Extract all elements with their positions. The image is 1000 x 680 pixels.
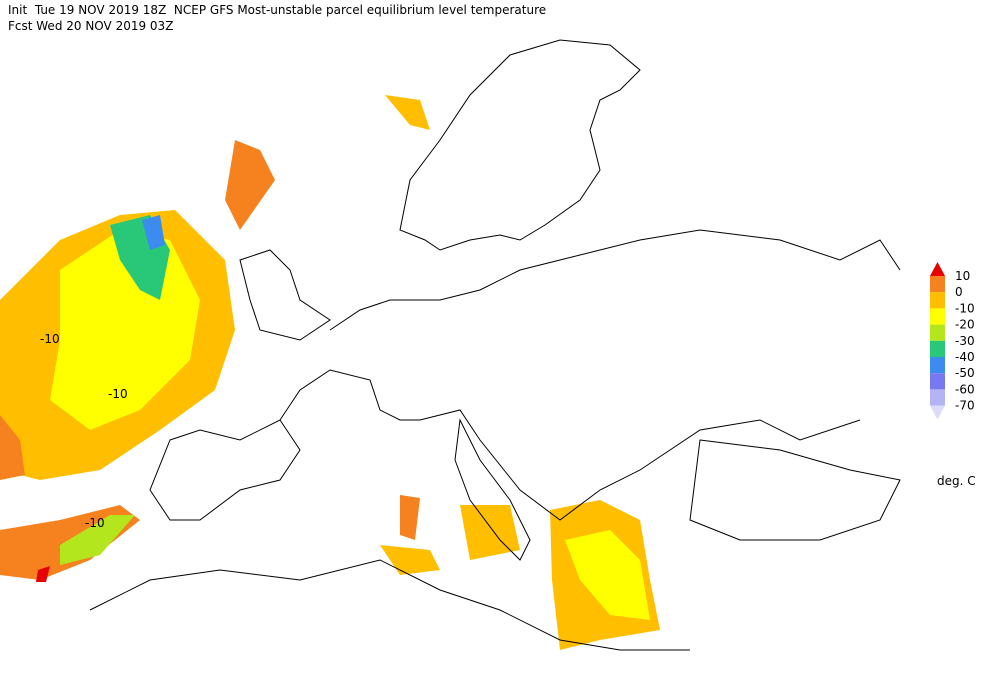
coastline [399, 39, 641, 251]
field-area [385, 95, 430, 130]
coastline [239, 249, 331, 341]
legend-swatch [930, 324, 945, 341]
legend-label: -40 [955, 350, 975, 364]
legend-label: -30 [955, 334, 975, 348]
legend-label: 10 [955, 269, 970, 283]
field-area [380, 545, 440, 575]
contour-label: -10 [108, 387, 128, 401]
field-area [60, 515, 135, 565]
legend-label: -60 [955, 382, 975, 396]
legend-swatch [930, 405, 945, 420]
legend-swatch [930, 373, 945, 390]
coastline [329, 229, 901, 331]
coastline [454, 418, 531, 561]
legend: 10 0 -10 -20 -30 -40 -50 -60 -70 [930, 262, 975, 420]
legend-swatch [930, 340, 945, 357]
coastline [689, 439, 901, 541]
field-area [400, 495, 420, 540]
legend-label: -50 [955, 366, 975, 380]
field-area [142, 215, 165, 250]
legend-label: -70 [955, 399, 975, 413]
legend-label: -20 [955, 318, 975, 332]
contour-label: -10 [40, 332, 60, 346]
legend-label: 0 [955, 285, 963, 299]
legend-swatch [930, 262, 945, 276]
legend-swatch [930, 357, 945, 374]
field-area [0, 415, 25, 480]
legend-label: -10 [955, 301, 975, 315]
contour-label: -10 [85, 516, 105, 530]
data-field [0, 95, 660, 650]
field-area [565, 530, 650, 620]
legend-swatch [930, 276, 945, 293]
legend-swatch [930, 389, 945, 406]
coastline [149, 419, 301, 521]
field-area [225, 140, 275, 230]
coastline [89, 559, 690, 651]
legend-swatch [930, 292, 945, 309]
field-area [36, 566, 50, 582]
header-line: Init Tue 19 NOV 2019 18Z NCEP GFS Most-u… [8, 3, 546, 17]
field-area [460, 505, 520, 560]
coastline [279, 369, 861, 521]
coastlines [89, 39, 901, 651]
legend-swatch [930, 308, 945, 325]
header-line: Fcst Wed 20 NOV 2019 03Z [8, 19, 173, 33]
legend-unit: deg. C [937, 474, 976, 488]
